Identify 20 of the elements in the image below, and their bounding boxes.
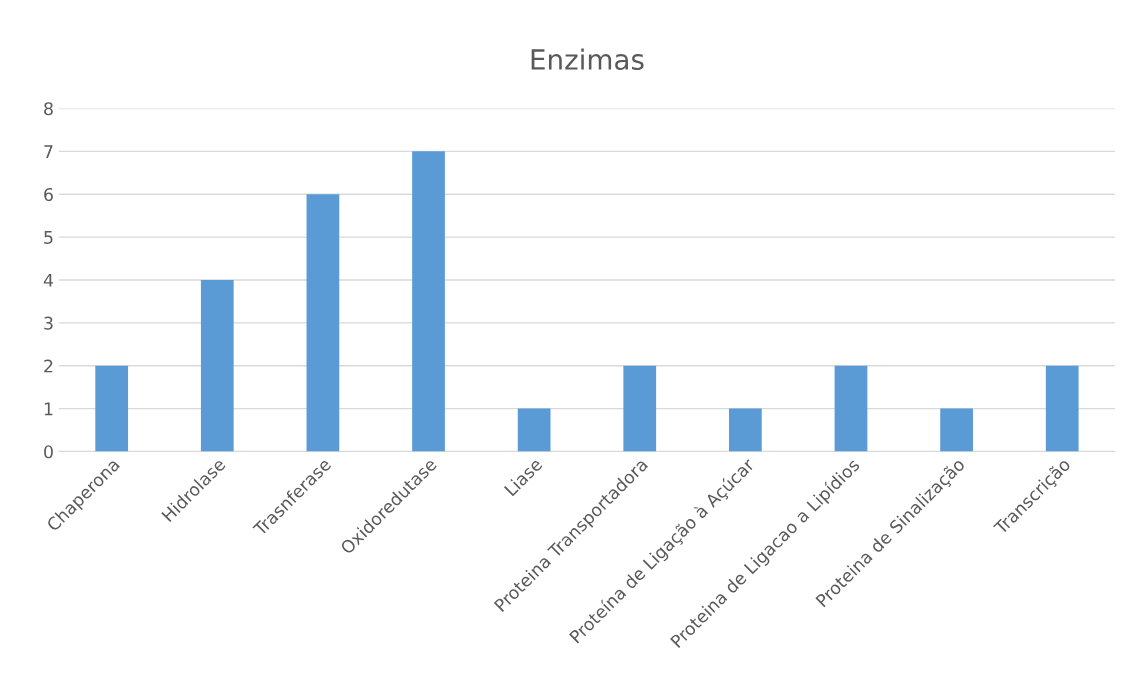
bar (412, 151, 445, 452)
bar (728, 408, 762, 452)
chart-title: Enzimas (531, 48, 644, 71)
y-tick-label: 3 (44, 316, 53, 330)
y-tick-label: 4 (43, 273, 54, 287)
y-tick-label: 7 (44, 145, 53, 158)
bar (95, 365, 129, 452)
bar (517, 408, 551, 452)
y-tick-label: 2 (44, 359, 53, 373)
y-tick-label: 8 (44, 102, 53, 116)
bar (940, 408, 973, 452)
bar (306, 194, 340, 452)
y-tick-label: 1 (44, 402, 53, 416)
bar (834, 365, 868, 452)
y-tick-label: 6 (44, 187, 53, 202)
bar (623, 365, 657, 452)
y-tick-label: 0 (44, 445, 53, 459)
y-tick-label: 5 (44, 231, 53, 244)
bar (1045, 365, 1079, 452)
bar (200, 280, 234, 452)
